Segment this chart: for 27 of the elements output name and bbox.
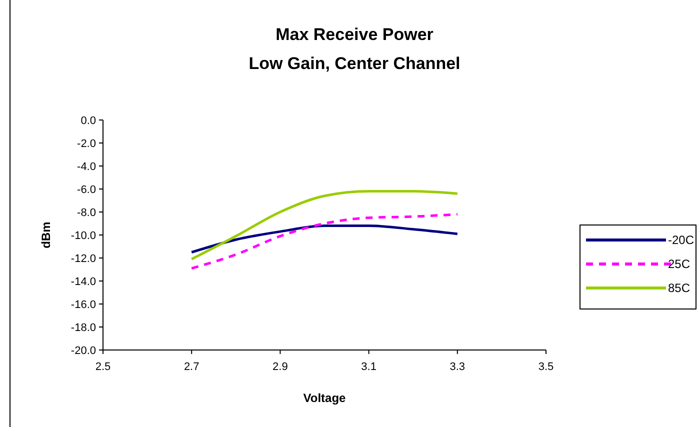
y-tick-label: 0.0 [80,115,96,127]
x-axis-title: Voltage [303,391,346,405]
line-series [190,213,459,270]
x-tick-label: 3.5 [538,361,554,373]
y-tick-label: -14.0 [70,276,96,288]
x-tick-label: 2.9 [272,361,288,373]
legend-label: 25C [668,257,690,271]
line-series [190,224,459,254]
y-tick-label: -20.0 [70,345,96,357]
x-tick-label: 3.1 [361,361,376,373]
y-tick-label: -10.0 [70,230,96,242]
x-tick-label: 3.3 [450,361,466,373]
y-axis-title: dBm [39,222,53,248]
y-tick-label: -4.0 [77,161,96,173]
y-tick-label: -12.0 [70,253,96,265]
legend-label: -20C [668,233,694,247]
legend-label: 85C [668,281,690,295]
y-tick-label: -16.0 [70,299,96,311]
y-tick-label: -2.0 [77,138,96,150]
y-tick-label: -18.0 [70,322,96,334]
x-tick-label: 2.7 [184,361,200,373]
y-tick-label: -8.0 [77,207,96,219]
chart-title: Max Receive Power [276,25,434,44]
y-tick-label: -6.0 [77,184,96,196]
chart-subtitle: Low Gain, Center Channel [248,54,460,73]
line-series [190,190,459,260]
x-tick-label: 2.5 [95,361,111,373]
